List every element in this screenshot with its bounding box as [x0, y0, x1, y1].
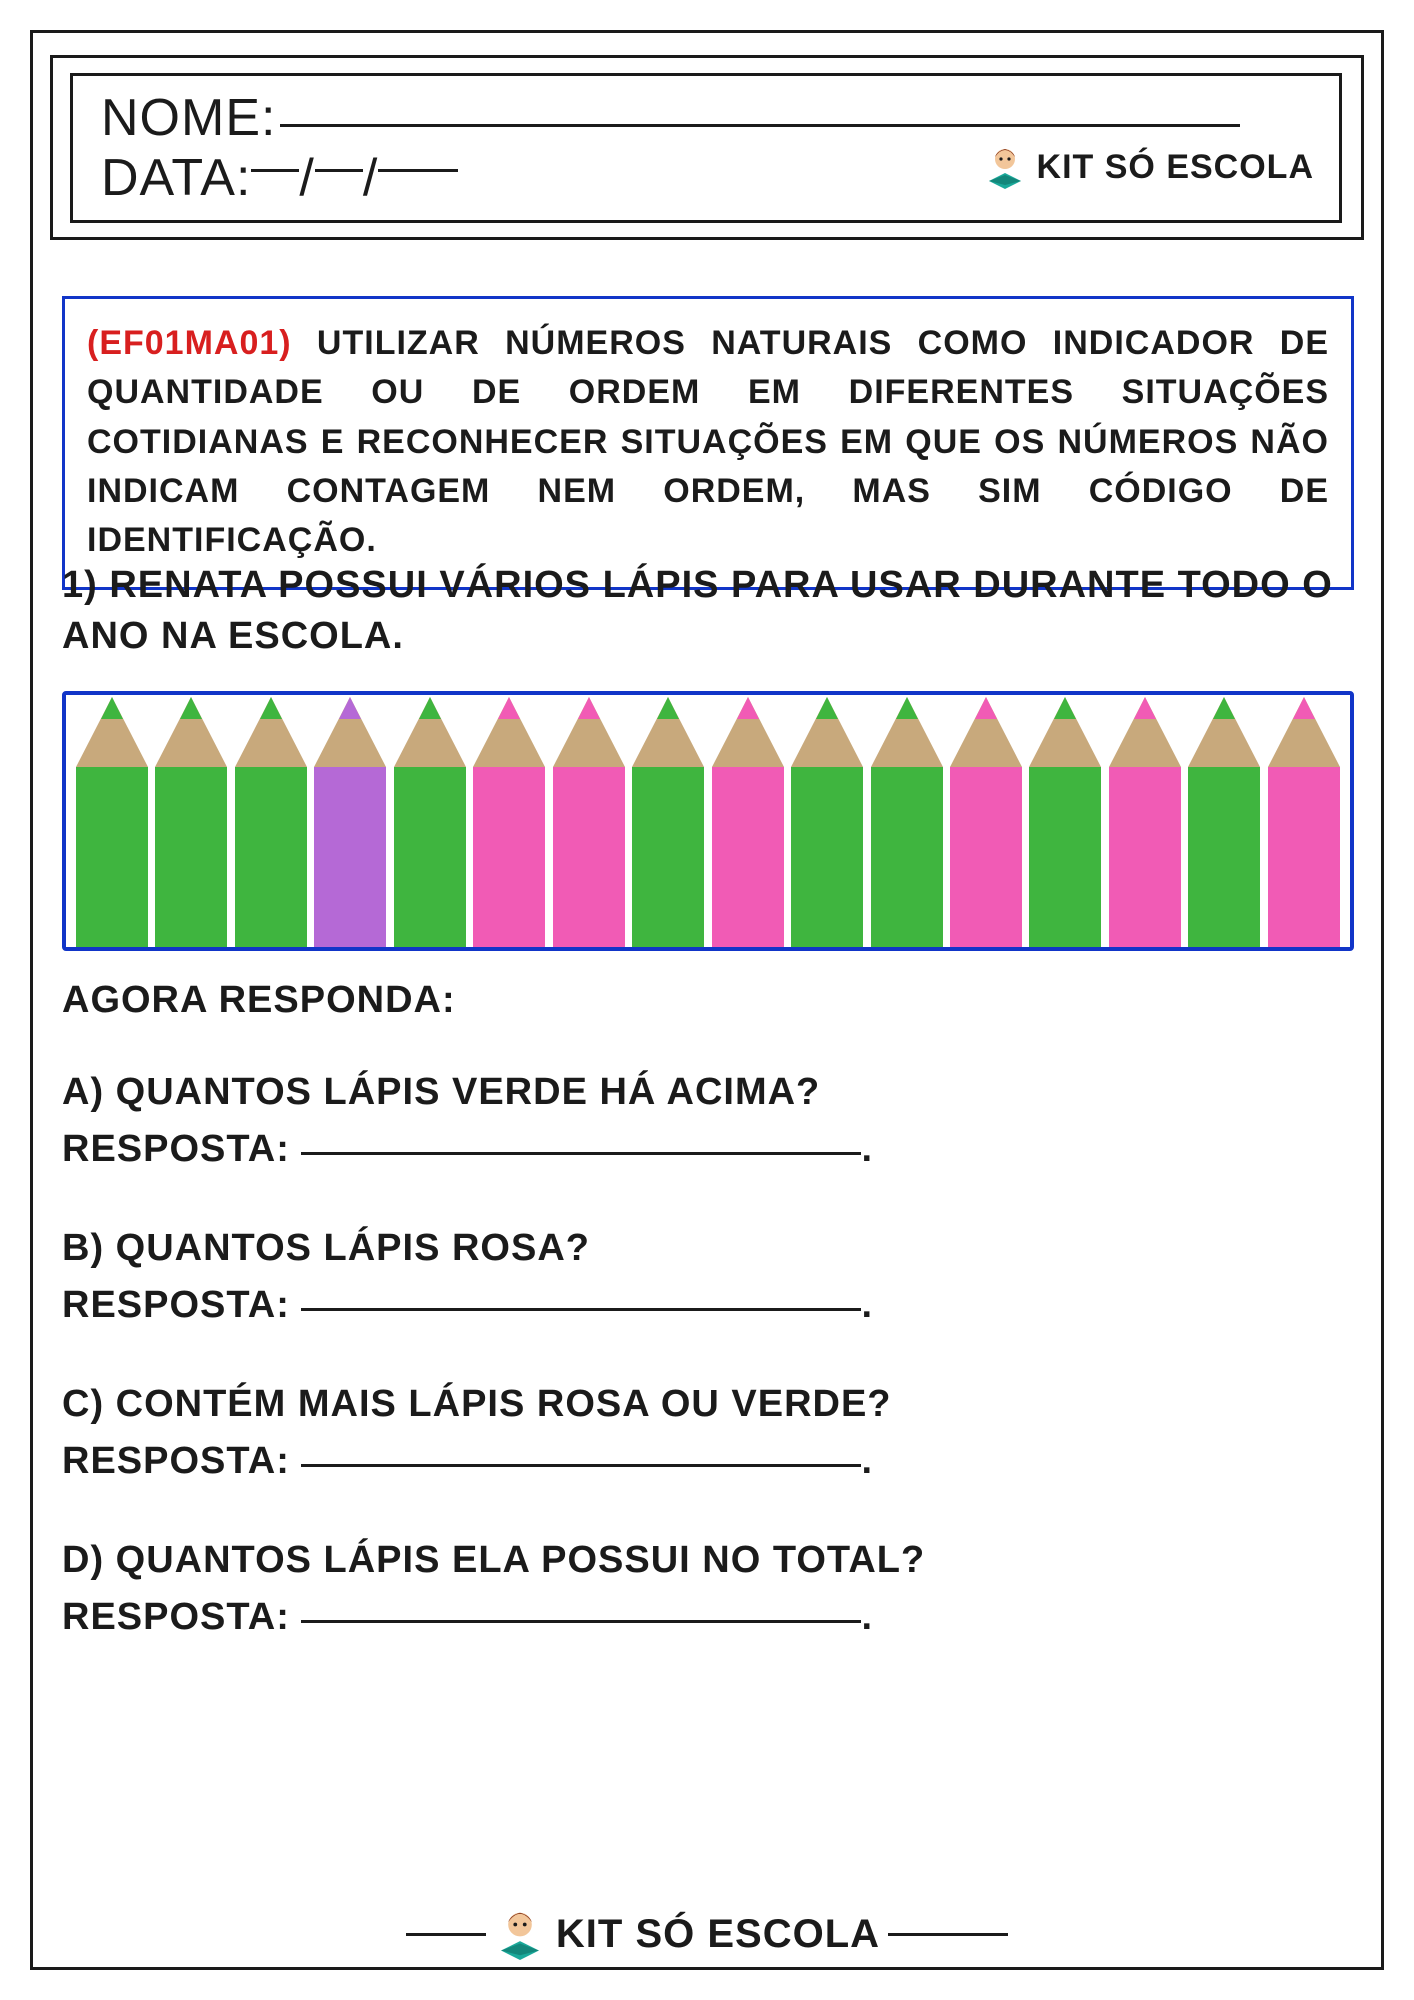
pencil-green — [791, 697, 863, 947]
pencil-body — [1188, 767, 1260, 947]
pencil-body — [155, 767, 227, 947]
period: . — [861, 1440, 873, 1482]
pencil-pink — [473, 697, 545, 947]
question-intro: 1) RENATA POSSUI VÁRIOS LÁPIS PARA USAR … — [62, 560, 1354, 663]
period: . — [861, 1128, 873, 1170]
answer-c-line: RESPOSTA: . — [62, 1433, 1354, 1490]
question-a-text: A) QUANTOS LÁPIS VERDE HÁ ACIMA? — [62, 1064, 1354, 1121]
answer-label: RESPOSTA: — [62, 1596, 290, 1638]
pencil-lead — [1134, 697, 1156, 719]
pencil-lead — [1054, 697, 1076, 719]
question-b-text: B) QUANTOS LÁPIS ROSA? — [62, 1220, 1354, 1277]
footer-rule-right — [888, 1933, 1008, 1936]
pencil-body — [950, 767, 1022, 947]
brand-logo-header: KIT SÓ ESCOLA — [983, 145, 1314, 189]
header-box: NOME: DATA: / / KIT SÓ ESCOLA — [50, 55, 1364, 255]
student-icon — [494, 1908, 546, 1960]
date-month-blank[interactable] — [315, 169, 363, 172]
pencil-lead — [1293, 697, 1315, 719]
pencils-figure — [62, 691, 1354, 951]
date-year-blank[interactable] — [378, 169, 458, 172]
period: . — [861, 1596, 873, 1638]
content: 1) RENATA POSSUI VÁRIOS LÁPIS PARA USAR … — [62, 560, 1354, 1646]
pencil-lead — [578, 697, 600, 719]
pencil-lead — [1213, 697, 1235, 719]
answer-label: RESPOSTA: — [62, 1128, 290, 1170]
pencil-green — [235, 697, 307, 947]
date-sep-2: / — [363, 148, 378, 208]
answer-c-blank[interactable] — [301, 1464, 861, 1467]
pencil-body — [871, 767, 943, 947]
period: . — [861, 1284, 873, 1326]
pencil-body — [553, 767, 625, 947]
pencil-body — [394, 767, 466, 947]
question-b: B) QUANTOS LÁPIS ROSA? RESPOSTA: . — [62, 1220, 1354, 1334]
pencil-pink — [712, 697, 784, 947]
brand-text: KIT SÓ ESCOLA — [1037, 148, 1314, 187]
pencil-lead — [896, 697, 918, 719]
pencil-lead — [737, 697, 759, 719]
pencil-green — [1029, 697, 1101, 947]
pencil-body — [1109, 767, 1181, 947]
date-label: DATA: — [101, 148, 251, 208]
footer-rule-left — [406, 1933, 486, 1936]
pencil-body — [791, 767, 863, 947]
pencil-pink — [1268, 697, 1340, 947]
name-line: NOME: — [101, 88, 1311, 148]
answer-d-line: RESPOSTA: . — [62, 1589, 1354, 1646]
pencil-lead — [975, 697, 997, 719]
name-blank[interactable] — [280, 124, 1240, 127]
pencil-pink — [553, 697, 625, 947]
pencil-green — [632, 697, 704, 947]
pencil-lead — [180, 697, 202, 719]
pencil-purple — [314, 697, 386, 947]
pencil-pink — [1109, 697, 1181, 947]
brand-text: KIT SÓ ESCOLA — [556, 1912, 880, 1957]
pencil-body — [76, 767, 148, 947]
date-sep-1: / — [299, 148, 314, 208]
footer-logo-wrap: KIT SÓ ESCOLA — [0, 1908, 1414, 1960]
question-c: C) CONTÉM MAIS LÁPIS ROSA OU VERDE? RESP… — [62, 1376, 1354, 1490]
subheading: AGORA RESPONDA: — [62, 979, 1354, 1022]
pencil-lead — [260, 697, 282, 719]
answer-label: RESPOSTA: — [62, 1440, 290, 1482]
pencil-lead — [816, 697, 838, 719]
pencil-green — [155, 697, 227, 947]
answer-a-line: RESPOSTA: . — [62, 1121, 1354, 1178]
pencil-lead — [101, 697, 123, 719]
pencil-lead — [339, 697, 361, 719]
pencil-green — [76, 697, 148, 947]
pencil-lead — [498, 697, 520, 719]
pencil-body — [1029, 767, 1101, 947]
name-label: NOME: — [101, 89, 276, 147]
question-d-text: D) QUANTOS LÁPIS ELA POSSUI NO TOTAL? — [62, 1532, 1354, 1589]
question-a: A) QUANTOS LÁPIS VERDE HÁ ACIMA? RESPOST… — [62, 1064, 1354, 1178]
date-day-blank[interactable] — [251, 169, 299, 172]
pencil-green — [1188, 697, 1260, 947]
pencil-body — [712, 767, 784, 947]
pencil-body — [235, 767, 307, 947]
pencil-lead — [419, 697, 441, 719]
student-icon — [983, 145, 1027, 189]
standard-box: (EF01MA01) UTILIZAR NÚMEROS NATURAIS COM… — [62, 296, 1354, 590]
pencil-body — [473, 767, 545, 947]
pencil-green — [871, 697, 943, 947]
pencil-pink — [950, 697, 1022, 947]
answer-label: RESPOSTA: — [62, 1284, 290, 1326]
answer-b-blank[interactable] — [301, 1308, 861, 1311]
answer-b-line: RESPOSTA: . — [62, 1277, 1354, 1334]
pencil-body — [632, 767, 704, 947]
answer-a-blank[interactable] — [301, 1152, 861, 1155]
answer-d-blank[interactable] — [301, 1620, 861, 1623]
pencil-green — [394, 697, 466, 947]
pencil-lead — [657, 697, 679, 719]
question-d: D) QUANTOS LÁPIS ELA POSSUI NO TOTAL? RE… — [62, 1532, 1354, 1646]
question-c-text: C) CONTÉM MAIS LÁPIS ROSA OU VERDE? — [62, 1376, 1354, 1433]
brand-logo-footer: KIT SÓ ESCOLA — [494, 1908, 880, 1960]
standard-code: (EF01MA01) — [87, 324, 292, 362]
pencil-body — [1268, 767, 1340, 947]
pencil-body — [314, 767, 386, 947]
